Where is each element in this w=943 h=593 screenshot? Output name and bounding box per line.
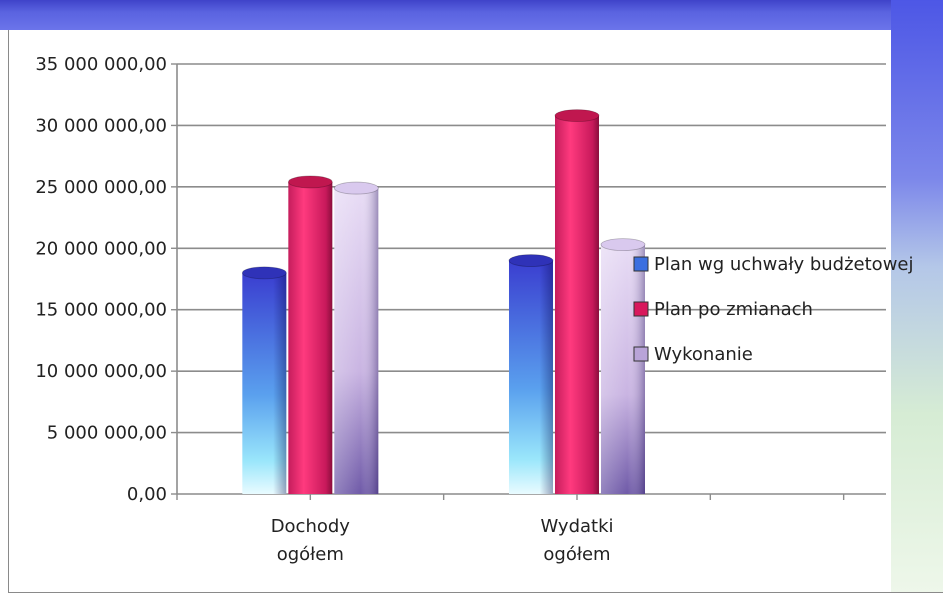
bar-shading <box>334 188 379 495</box>
bar <box>554 115 599 494</box>
legend-label: Plan wg uchwały budżetowej <box>654 254 914 275</box>
y-tick-label: 5 000 000,00 <box>47 423 167 444</box>
bar-shading <box>508 260 553 494</box>
legend-label: Plan po zmianach <box>654 299 813 320</box>
y-tick-label: 30 000 000,00 <box>35 115 167 136</box>
y-tick-label: 35 000 000,00 <box>35 54 167 75</box>
bar-cap <box>333 181 379 195</box>
legend-swatch <box>633 256 649 272</box>
bar-cap <box>241 266 287 280</box>
legend-swatch <box>633 346 649 362</box>
x-category-label: ogółem <box>543 544 610 565</box>
y-tick-label: 25 000 000,00 <box>35 177 167 198</box>
legend-swatch <box>633 301 649 317</box>
bar-shading <box>600 244 645 494</box>
legend-label: Wykonanie <box>654 344 753 365</box>
y-tick-label: 0,00 <box>127 484 167 505</box>
axes: 0,00 5 000 000,00 10 000 000,00 15 000 000,… <box>35 54 886 565</box>
right-decoration-band <box>891 0 943 593</box>
bars <box>241 109 646 495</box>
bar-cap <box>287 175 333 189</box>
x-category-label: Dochody <box>271 516 351 537</box>
top-decoration-band <box>0 0 943 30</box>
chart-left-border <box>8 30 9 593</box>
x-category-label: ogółem <box>277 544 344 565</box>
y-tick-label: 20 000 000,00 <box>35 238 167 259</box>
bar-shading <box>242 272 287 494</box>
y-tick-label: 10 000 000,00 <box>35 361 167 382</box>
bar <box>288 181 333 494</box>
bar-cap <box>600 238 646 252</box>
y-tick-label: 15 000 000,00 <box>35 300 167 321</box>
legend: Plan wg uchwały budżetowej Plan po zmiana… <box>633 254 914 365</box>
chart-area <box>8 30 891 592</box>
bar-cap <box>508 254 554 267</box>
bar-cap <box>554 109 600 122</box>
x-category-label: Wydatki <box>540 516 613 537</box>
